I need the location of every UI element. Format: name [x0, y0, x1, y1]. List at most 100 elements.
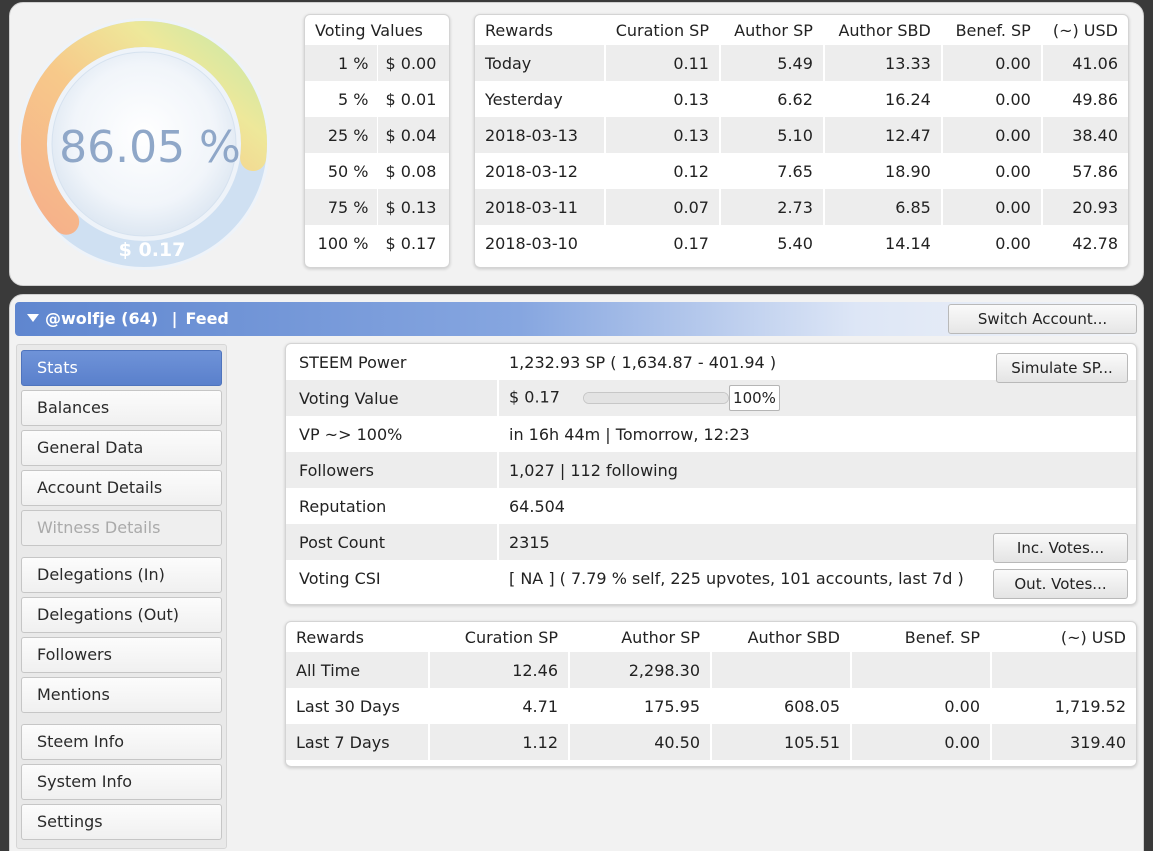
account-bar-separator: |	[171, 309, 178, 328]
rewards-cell: 0.12	[604, 153, 721, 189]
summary-cell: 608.05	[711, 688, 852, 724]
rewards-cell: 5.49	[719, 45, 825, 81]
summary-header-cell: Author SP	[569, 622, 712, 652]
sidebar-item-general-data[interactable]: General Data	[21, 430, 222, 466]
rewards-cell: 0.13	[604, 81, 721, 117]
summary-cell: Last 30 Days	[286, 688, 430, 724]
rewards-header-cell: (~) USD	[1052, 20, 1118, 40]
rewards-cell: 49.86	[1072, 89, 1118, 109]
voting-values-row: 25 % $ 0.04	[305, 117, 449, 153]
account-name: @wolfje (64)	[45, 309, 159, 328]
sidebar-item-balances[interactable]: Balances	[21, 390, 222, 426]
vote-percent: 5 %	[305, 81, 378, 117]
summary-cell: All Time	[286, 652, 430, 688]
sidebar-item-account-details[interactable]: Account Details	[21, 470, 222, 506]
stats-table: STEEM Power 1,232.93 SP ( 1,634.87 - 401…	[285, 343, 1137, 605]
rewards-cell: 2018-03-11	[475, 189, 606, 225]
gauge-percent: 86.05 %	[59, 122, 241, 173]
rewards-cell: 0.07	[604, 189, 721, 225]
voting-values-row: 75 % $ 0.13	[305, 189, 449, 225]
summary-header-cell: Curation SP	[429, 622, 570, 652]
summary-cell: 1.12	[429, 724, 570, 760]
sidebar-item-stats[interactable]: Stats	[21, 350, 222, 386]
vote-percent: 100 %	[305, 225, 378, 261]
rewards-cell: 14.14	[823, 225, 943, 261]
vp-value: in 16h 44m | Tomorrow, 12:23	[509, 424, 750, 444]
caret-down-icon[interactable]	[27, 314, 39, 322]
sidebar-item-followers[interactable]: Followers	[21, 637, 222, 673]
out-votes-button[interactable]: Out. Votes...	[993, 568, 1128, 599]
rewards-cell: 5.10	[719, 117, 825, 153]
post-count-label: Post Count	[286, 524, 499, 560]
rewards-header-cell: Curation SP	[604, 15, 721, 45]
summary-cell: 12.46	[429, 652, 570, 688]
summary-cell: 175.95	[569, 688, 712, 724]
vp-label: VP ~> 100%	[286, 416, 499, 452]
rewards-cell: 0.00	[941, 117, 1043, 153]
voting-value-label: Voting Value	[286, 380, 499, 416]
summary-cell	[851, 652, 992, 688]
rewards-cell: 6.85	[823, 189, 943, 225]
rewards-cell: 20.93	[1041, 189, 1128, 225]
rewards-cell: 16.24	[823, 81, 943, 117]
sidebar-item-steem-info[interactable]: Steem Info	[21, 724, 222, 760]
summary-row: Last 30 Days 4.71 175.95 608.05 0.00 1,719.52	[286, 688, 1136, 724]
vote-usd: $ 0.17	[385, 233, 437, 253]
sidebar-item-delegations-out[interactable]: Delegations (Out)	[21, 597, 222, 633]
rewards-table: Rewards Curation SP Author SP Author SBD Ben…	[474, 14, 1129, 268]
rewards-cell: 2018-03-10	[475, 225, 606, 261]
voting-weight-input[interactable]: 100%	[728, 385, 780, 411]
voting-values-row: 5 % $ 0.01	[305, 81, 449, 117]
steem-power-value: 1,232.93 SP ( 1,634.87 - 401.94 )	[509, 352, 777, 372]
summary-row: Last 7 Days 1.12 40.50 105.51 0.00 319.40	[286, 724, 1136, 760]
rewards-cell: 7.65	[719, 153, 825, 189]
voting-weight-slider-fill	[583, 392, 728, 403]
summary-cell: 40.50	[569, 724, 712, 760]
account-title[interactable]: @wolfje (64) | Feed	[27, 302, 229, 336]
sidebar-item-system-info[interactable]: System Info	[21, 764, 222, 800]
voting-weight-slider[interactable]	[582, 391, 729, 404]
rewards-summary-table: Rewards Curation SP Author SP Author SBD Ben…	[285, 621, 1137, 767]
voting-csi-value: [ NA ] ( 7.79 % self, 225 upvotes, 101 a…	[509, 568, 964, 588]
rewards-cell: 38.40	[1041, 117, 1128, 153]
followers-value: 1,027 | 112 following	[498, 452, 1136, 488]
rewards-row: Yesterday 0.13 6.62 16.24 0.00 49.86	[475, 81, 1128, 117]
sidebar-item-mentions[interactable]: Mentions	[21, 677, 222, 713]
steem-power-label: STEEM Power	[286, 344, 499, 380]
voting-values-table: Voting Values 1 % $ 0.00 5 % $ 0.01 25 % $ 0.…	[304, 14, 450, 268]
summary-cell: 0.00	[851, 724, 992, 760]
sidebar-item-settings[interactable]: Settings	[21, 804, 222, 840]
rewards-cell: 18.90	[823, 153, 943, 189]
rewards-cell: 41.06	[1041, 45, 1128, 81]
rewards-header-cell: Benef. SP	[941, 15, 1043, 45]
vote-percent: 1 %	[305, 45, 378, 81]
rewards-cell: 5.40	[719, 225, 825, 261]
rewards-cell: 2.73	[719, 189, 825, 225]
rewards-cell: 0.00	[941, 81, 1043, 117]
voting-values-row: 100 % $ 0.17	[305, 225, 449, 261]
post-count-value: 2315	[509, 532, 550, 552]
inc-votes-button[interactable]: Inc. Votes...	[993, 532, 1128, 563]
rewards-cell: 0.00	[941, 189, 1043, 225]
rewards-cell: 12.47	[823, 117, 943, 153]
rewards-header-cell: Author SBD	[823, 15, 943, 45]
voting-values-row: 50 % $ 0.08	[305, 153, 449, 189]
switch-account-button[interactable]: Switch Account...	[948, 304, 1137, 334]
summary-cell	[991, 652, 1136, 688]
account-section[interactable]: Feed	[185, 309, 229, 328]
rewards-cell: 0.00	[941, 45, 1043, 81]
vote-percent: 50 %	[305, 153, 378, 189]
sidebar-item-delegations-in[interactable]: Delegations (In)	[21, 557, 222, 593]
summary-cell: Last 7 Days	[286, 724, 430, 760]
rewards-cell: 0.00	[941, 153, 1043, 189]
rewards-row: 2018-03-10 0.17 5.40 14.14 0.00 42.78	[475, 225, 1128, 261]
rewards-cell: 0.17	[604, 225, 721, 261]
summary-header-cell: (~) USD	[1060, 627, 1126, 647]
simulate-sp-button[interactable]: Simulate SP...	[996, 352, 1128, 383]
rewards-cell: 57.86	[1072, 161, 1118, 181]
voting-values-row: 1 % $ 0.00	[305, 45, 449, 81]
summary-header-cell: Rewards	[286, 622, 430, 652]
rewards-row: 2018-03-12 0.12 7.65 18.90 0.00 57.86	[475, 153, 1128, 189]
voting-values-header: Voting Values	[315, 20, 423, 40]
vote-usd: $ 0.04	[377, 117, 449, 153]
